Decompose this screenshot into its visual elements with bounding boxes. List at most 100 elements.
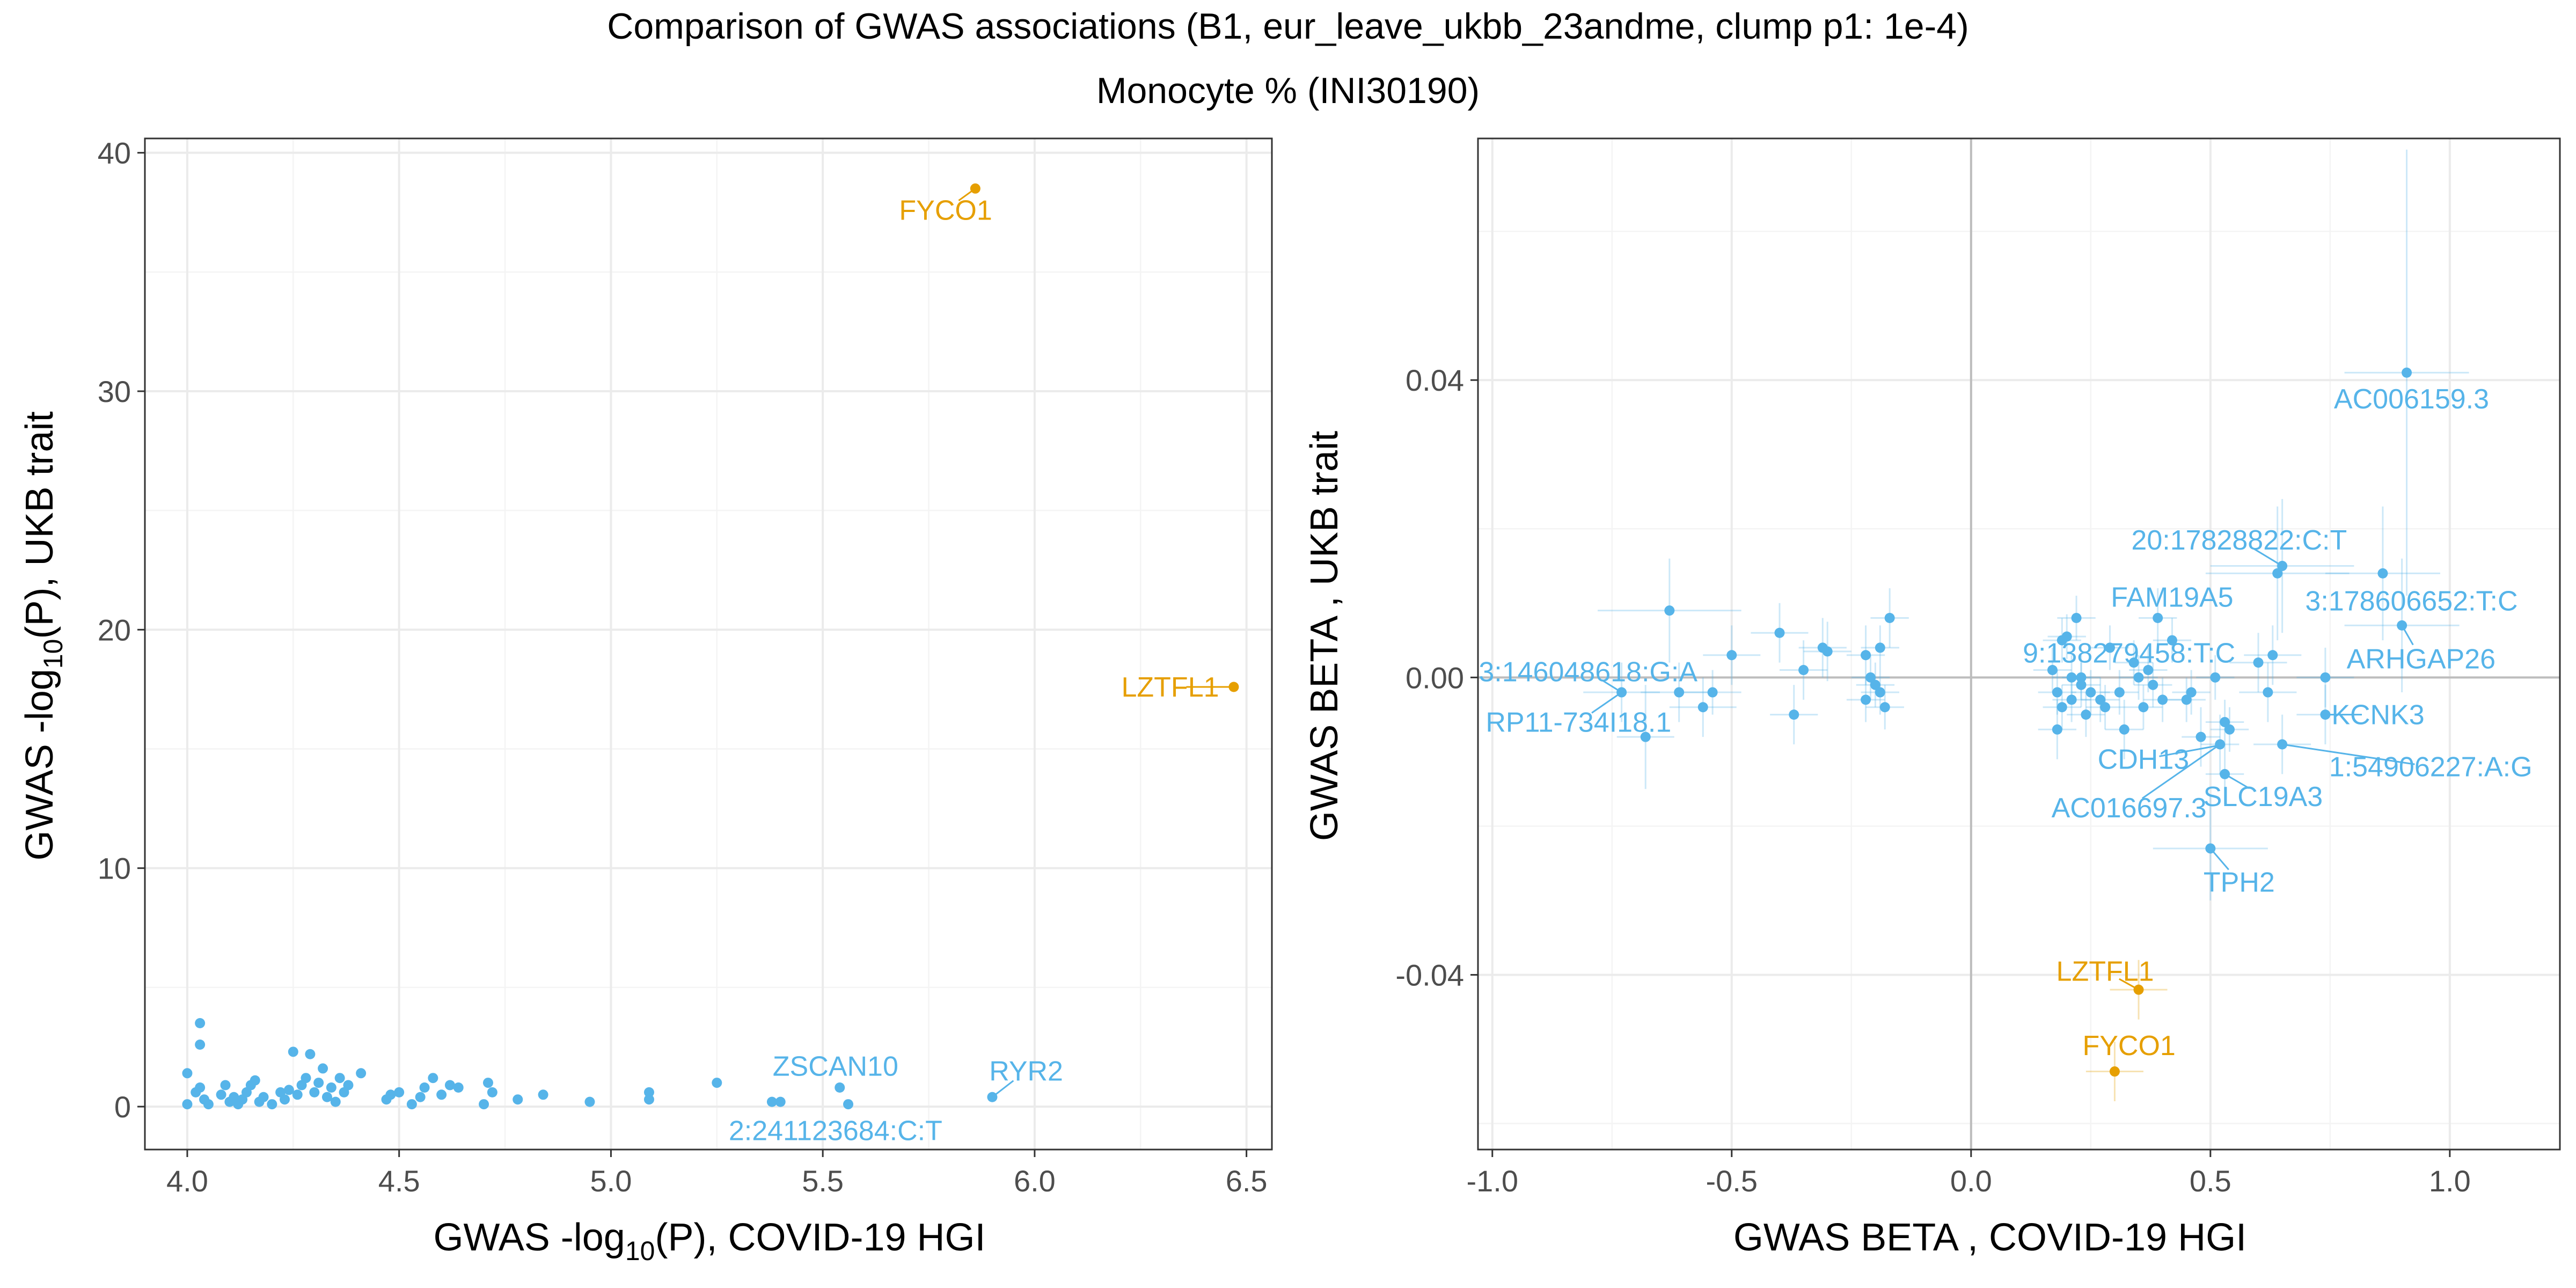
- right-panel-data-point: [2052, 687, 2062, 698]
- right-panel-x-tick-label: 1.0: [2429, 1164, 2471, 1198]
- left-panel-data-point: [584, 1096, 595, 1107]
- left-panel-x-tick-label: 6.0: [1014, 1164, 1056, 1198]
- right-panel-data-point: [2220, 716, 2230, 727]
- left-panel-x-tick-label: 4.0: [166, 1164, 208, 1198]
- right-panel-data-point: [2196, 731, 2206, 742]
- left-panel-y-tick-label: 0: [114, 1090, 131, 1124]
- right-panel-data-point: [2057, 702, 2067, 713]
- right-panel-data-point: [2224, 724, 2235, 735]
- right-panel-point-label: KCNK3: [2331, 700, 2424, 731]
- left-panel-data-point: [301, 1073, 311, 1084]
- left-panel-data-point: [334, 1073, 345, 1084]
- left-panel-point-label: RYR2: [989, 1056, 1063, 1087]
- right-panel-data-point: [2104, 642, 2115, 653]
- right-panel-point-label: ARHGAP26: [2347, 644, 2496, 675]
- left-panel-data-point: [712, 1078, 722, 1088]
- right-panel-data-point: [2402, 367, 2412, 378]
- right-panel-data-point: [1865, 672, 1876, 683]
- figure-title: Comparison of GWAS associations (B1, eur…: [607, 6, 1968, 47]
- left-panel-data-point: [288, 1046, 298, 1057]
- right-panel-data-point: [2114, 687, 2125, 698]
- left-panel-data-point: [280, 1094, 290, 1105]
- left-panel-data-point: [453, 1082, 464, 1093]
- right-panel-y-tick-label: 0.00: [1406, 661, 1464, 694]
- left-panel-data-point: [482, 1078, 493, 1088]
- left-panel-data-point: [182, 1068, 193, 1079]
- right-panel-data-point: [2081, 709, 2091, 720]
- left-panel-data-point: [305, 1049, 316, 1059]
- left-panel-data-point: [195, 1039, 206, 1050]
- right-panel-data-point: [2320, 672, 2331, 683]
- left-panel-y-tick-label: 10: [98, 852, 131, 885]
- right-panel-x-tick-label: -1.0: [1467, 1164, 1519, 1198]
- left-panel-point-label: 2:241123684:C:T: [729, 1115, 942, 1146]
- right-panel-x-tick-label: 0.5: [2190, 1164, 2231, 1198]
- left-panel-data-point: [220, 1080, 231, 1091]
- left-panel-x-tick-label: 4.5: [378, 1164, 420, 1198]
- left-y-axis-title: GWAS -log10(P), UKB trait: [18, 411, 68, 860]
- left-panel-data-point: [321, 1092, 332, 1102]
- left-panel-data-point: [356, 1068, 367, 1079]
- left-panel-point-label: FYCO1: [899, 195, 992, 226]
- right-panel-data-point: [2210, 672, 2221, 683]
- right-panel-data-point: [1664, 605, 1675, 616]
- right-panel-point-label: 3:178606652:T:C: [2305, 586, 2518, 617]
- left-panel-label-leader-line: [992, 1080, 1014, 1098]
- left-panel-data-point: [766, 1096, 777, 1107]
- pvalue-scatter-panel: FYCO1 LZTFL1 ZSCAN10 RYR2 2:241123684:C:T 4.0…: [98, 136, 1273, 1198]
- left-panel-data-point: [203, 1099, 214, 1110]
- left-y-axis-title-part-1: GWAS -log: [18, 669, 61, 860]
- right-panel-data-point: [2267, 650, 2278, 661]
- left-panel-plot-frame: [144, 137, 1273, 1151]
- right-panel-point-label: AC016697.3: [2052, 793, 2207, 824]
- right-panel-label-leader-line: [2159, 743, 2225, 757]
- right-panel-data-point: [2153, 613, 2163, 624]
- right-panel-data-point: [2066, 672, 2077, 683]
- right-panel-data-point: [2272, 568, 2283, 579]
- left-panel-data-point: [835, 1082, 845, 1093]
- right-panel-label-leader-line: [2282, 743, 2415, 765]
- right-panel-data-point: [2263, 687, 2273, 698]
- figure-subtitle: Monocyte % (INI30190): [1096, 70, 1480, 111]
- left-panel-data-point: [195, 1018, 206, 1028]
- right-panel-label-leader-line: [2209, 847, 2229, 870]
- left-panel-x-tick-label: 5.5: [802, 1164, 844, 1198]
- right-panel-data-point: [2181, 694, 2192, 705]
- right-panel-data-point: [1798, 664, 1809, 675]
- left-panel-data-point: [843, 1099, 854, 1110]
- right-panel-x-tick-label: -0.5: [1706, 1164, 1758, 1198]
- left-panel-data-point: [343, 1080, 354, 1091]
- right-panel-data-point: [2186, 687, 2197, 698]
- left-panel-y-tick-label: 30: [98, 375, 131, 408]
- right-panel-data-point: [1640, 731, 1651, 742]
- left-panel-data-point: [250, 1075, 260, 1086]
- right-panel-data-point: [2085, 687, 2096, 698]
- right-panel-data-point: [2119, 724, 2129, 735]
- right-panel-data-point: [1875, 642, 1885, 653]
- right-panel-data-point: [1697, 702, 1708, 713]
- right-panel-point-label: 9:138279458:T:C: [2023, 638, 2235, 669]
- right-panel-point-label: AC006159.3: [2334, 384, 2489, 415]
- right-panel-data-point: [1884, 613, 1895, 624]
- right-panel-data-point: [2047, 664, 2058, 675]
- right-panel-point-label: RP11-734I18.1: [1485, 707, 1671, 738]
- right-panel-data-point: [1822, 646, 1833, 657]
- right-panel-data-point: [2100, 702, 2111, 713]
- right-panel-data-point: [2076, 679, 2087, 690]
- right-panel-data-point: [1789, 709, 1799, 720]
- left-panel-data-point: [538, 1089, 548, 1100]
- left-panel-data-point: [195, 1082, 206, 1093]
- left-panel-point-label: LZTFL1: [1121, 672, 1219, 703]
- right-panel-x-tick-label: 0.0: [1950, 1164, 1992, 1198]
- left-panel-data-point: [318, 1063, 328, 1074]
- left-panel-data-point: [292, 1089, 303, 1100]
- right-panel-data-point: [2071, 613, 2082, 624]
- right-panel-point-label: 20:17828822:C:T: [2131, 525, 2347, 556]
- left-panel-data-point: [216, 1089, 226, 1100]
- right-panel-data-point: [2128, 657, 2139, 668]
- right-panel-point-label: 3:146048618:G:A: [1479, 656, 1697, 687]
- left-x-axis-title-part-2: (P), COVID-19 HGI: [655, 1216, 985, 1259]
- right-x-axis-title: GWAS BETA , COVID-19 HGI: [1733, 1216, 2246, 1259]
- right-panel-point-label: LZTFL1: [2057, 956, 2154, 987]
